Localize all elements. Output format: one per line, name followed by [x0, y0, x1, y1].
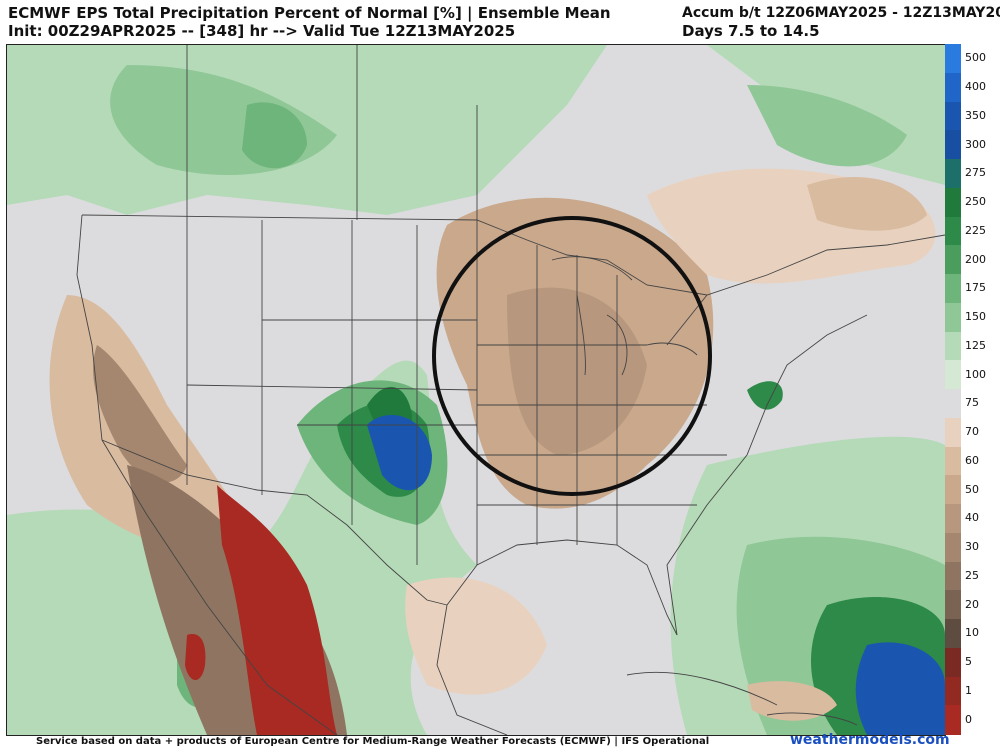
legend-swatch: [945, 676, 961, 706]
legend-swatch: [945, 619, 961, 649]
legend-label: 125: [965, 338, 986, 352]
wet-anomaly-regions: [7, 45, 945, 735]
legend-label: 500: [965, 51, 986, 65]
chart-header: ECMWF EPS Total Precipitation Percent of…: [0, 0, 1000, 44]
highlight-circle: [432, 216, 712, 496]
legend-swatch: [945, 245, 961, 275]
legend-label: 1: [965, 683, 972, 697]
legend-swatch: [945, 130, 961, 160]
legend-swatch: [945, 187, 961, 217]
brand-watermark: weathermodels.com: [790, 732, 950, 748]
legend-label: 250: [965, 195, 986, 209]
legend-label: 300: [965, 137, 986, 151]
legend-swatch: [945, 101, 961, 131]
legend-label: 175: [965, 281, 986, 295]
legend-swatch: [945, 274, 961, 304]
legend-label: 0: [965, 712, 972, 726]
dry-anomaly-regions: [49, 168, 936, 735]
legend-label: 200: [965, 252, 986, 266]
legend-label: 100: [965, 367, 986, 381]
legend-swatch: [945, 331, 961, 361]
legend-swatch: [945, 705, 961, 735]
legend-swatch: [945, 417, 961, 447]
legend-label: 10: [965, 626, 979, 640]
legend-label: 50: [965, 482, 979, 496]
color-legend: 500 400 350 300 275 250 225 200 175 150 125 100 75 70…: [945, 44, 995, 735]
legend-swatch: [945, 302, 961, 332]
legend-label: 275: [965, 166, 986, 180]
legend-swatch: [945, 216, 961, 246]
legend-label: 225: [965, 223, 986, 237]
data-credit: Service based on data + products of Euro…: [36, 736, 710, 747]
legend-swatch: [945, 446, 961, 476]
init-valid-line: Init: 00Z29APR2025 -- [348] hr --> Valid…: [8, 22, 516, 40]
legend-label: 60: [965, 453, 979, 467]
precipitation-map: [6, 44, 946, 736]
chart-title: ECMWF EPS Total Precipitation Percent of…: [8, 4, 611, 22]
legend-swatch: [945, 360, 961, 390]
legend-swatch: [945, 44, 961, 74]
legend-label: 40: [965, 511, 979, 525]
legend-swatch: [945, 504, 961, 534]
legend-label: 350: [965, 108, 986, 122]
legend-swatch: [945, 590, 961, 620]
legend-swatch: [945, 159, 961, 189]
legend-swatch: [945, 389, 961, 419]
legend-label: 30: [965, 540, 979, 554]
legend-label: 20: [965, 597, 979, 611]
legend-label: 150: [965, 310, 986, 324]
accumulation-period: Accum b/t 12Z06MAY2025 - 12Z13MAY2025: [682, 5, 1000, 21]
legend-label: 75: [965, 396, 979, 410]
forecast-days: Days 7.5 to 14.5: [682, 22, 820, 40]
legend-swatch: [945, 532, 961, 562]
legend-label: 70: [965, 425, 979, 439]
legend-label: 25: [965, 568, 979, 582]
map-canvas: [7, 45, 945, 735]
legend-label: 5: [965, 655, 972, 669]
legend-label: 400: [965, 80, 986, 94]
legend-swatch: [945, 72, 961, 102]
legend-swatch: [945, 475, 961, 505]
legend-swatch: [945, 647, 961, 677]
legend-swatch: [945, 561, 961, 591]
